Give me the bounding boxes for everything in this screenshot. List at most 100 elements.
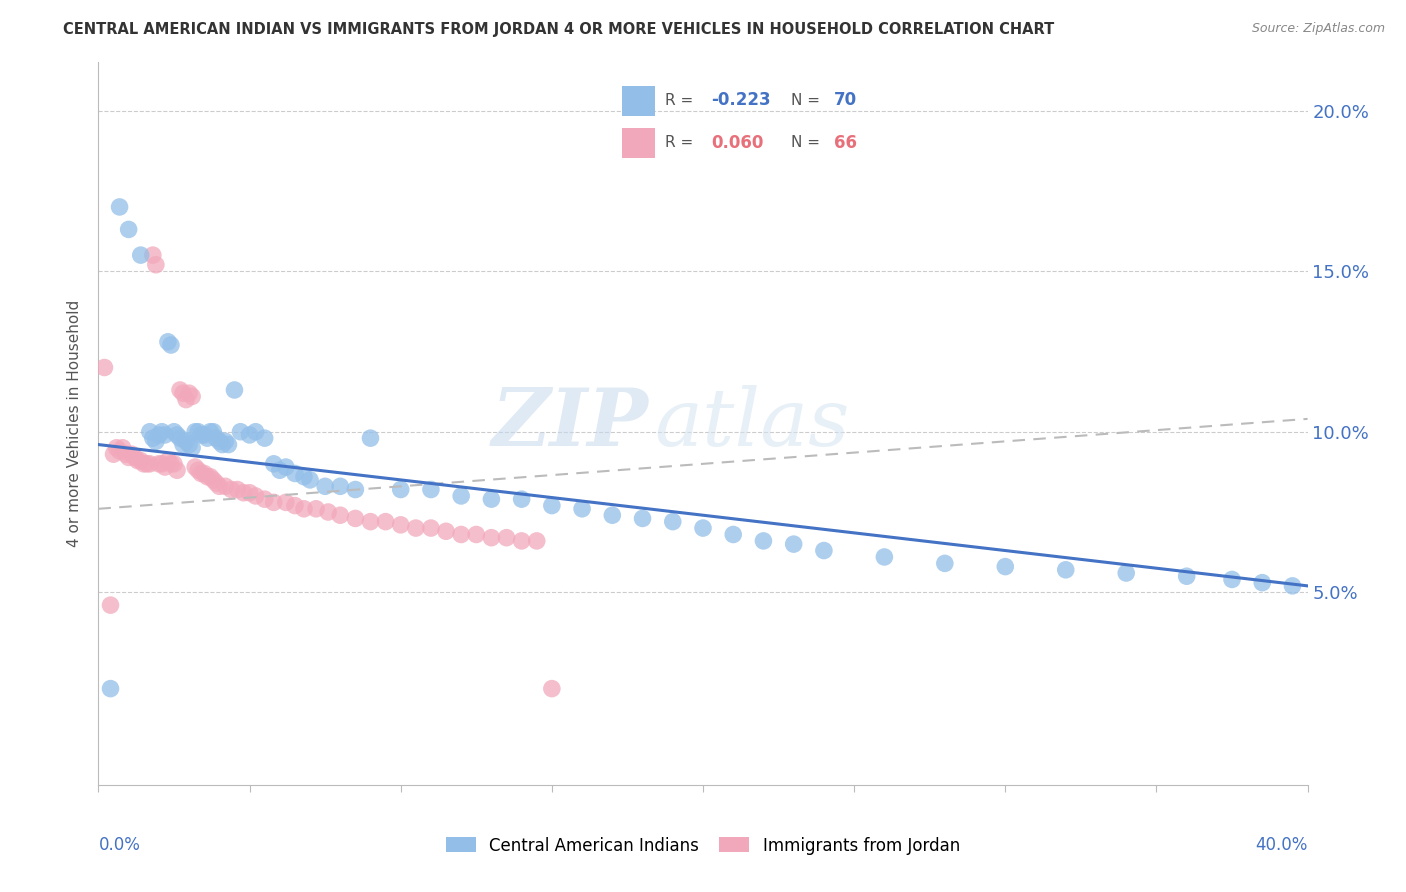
Point: [245, 489, 267, 503]
Point: [93, 360, 115, 375]
Point: [217, 437, 239, 451]
Point: [813, 543, 835, 558]
Point: [253, 492, 276, 507]
Point: [145, 258, 167, 272]
Point: [150, 457, 173, 471]
Point: [139, 457, 162, 471]
Point: [150, 425, 173, 439]
Point: [316, 505, 339, 519]
Text: atlas: atlas: [655, 385, 851, 462]
Point: [202, 425, 225, 439]
Point: [229, 425, 252, 439]
Point: [1220, 573, 1243, 587]
Point: [179, 437, 201, 451]
Point: [132, 457, 155, 471]
Point: [314, 479, 336, 493]
Point: [253, 431, 276, 445]
Point: [208, 479, 231, 493]
Point: [100, 681, 122, 696]
Point: [239, 485, 262, 500]
Point: [114, 447, 136, 461]
Point: [450, 527, 472, 541]
Point: [172, 386, 194, 401]
Point: [934, 557, 956, 571]
Point: [1175, 569, 1198, 583]
Point: [156, 334, 179, 349]
Point: [166, 463, 188, 477]
Point: [226, 483, 249, 497]
Point: [723, 527, 745, 541]
Point: [193, 428, 215, 442]
Point: [214, 434, 236, 449]
Point: [172, 437, 194, 451]
Point: [389, 517, 412, 532]
Point: [190, 428, 212, 442]
Point: [200, 469, 222, 483]
Point: [1115, 566, 1137, 580]
Point: [105, 441, 128, 455]
Point: [124, 450, 146, 465]
Point: [481, 531, 503, 545]
Point: [139, 425, 162, 439]
Point: [299, 473, 322, 487]
Text: 40.0%: 40.0%: [1256, 836, 1308, 854]
Point: [420, 521, 443, 535]
Point: [994, 559, 1017, 574]
Point: [873, 549, 896, 564]
Point: [284, 467, 307, 481]
Point: [135, 457, 157, 471]
Point: [263, 495, 285, 509]
Point: [661, 515, 683, 529]
Point: [465, 527, 488, 541]
Point: [389, 483, 412, 497]
Point: [179, 386, 201, 401]
Point: [274, 495, 297, 509]
Point: [1281, 579, 1303, 593]
Text: 0.0%: 0.0%: [98, 836, 141, 854]
Point: [108, 200, 131, 214]
Point: [160, 457, 183, 471]
Point: [245, 425, 267, 439]
Point: [1251, 575, 1274, 590]
Point: [602, 508, 624, 523]
Point: [205, 476, 228, 491]
Legend: Central American Indians, Immigrants from Jordan: Central American Indians, Immigrants fro…: [446, 837, 960, 855]
Point: [263, 457, 285, 471]
Point: [205, 431, 228, 445]
Point: [100, 598, 122, 612]
Point: [148, 428, 170, 442]
Point: [108, 444, 131, 458]
Point: [1054, 563, 1077, 577]
Point: [200, 425, 222, 439]
Point: [193, 467, 215, 481]
Point: [631, 511, 654, 525]
Point: [510, 533, 533, 548]
Point: [211, 437, 233, 451]
Point: [481, 492, 503, 507]
Point: [434, 524, 457, 539]
Text: CENTRAL AMERICAN INDIAN VS IMMIGRANTS FROM JORDAN 4 OR MORE VEHICLES IN HOUSEHOL: CENTRAL AMERICAN INDIAN VS IMMIGRANTS FR…: [63, 22, 1054, 37]
Point: [239, 428, 262, 442]
Point: [181, 389, 204, 403]
Point: [129, 453, 152, 467]
Point: [166, 428, 188, 442]
Point: [148, 457, 170, 471]
Point: [344, 483, 367, 497]
Point: [187, 463, 209, 477]
Point: [127, 453, 149, 467]
Point: [163, 457, 186, 471]
Point: [208, 434, 231, 449]
Point: [145, 434, 167, 449]
Point: [153, 460, 176, 475]
Point: [169, 383, 191, 397]
Point: [142, 248, 165, 262]
Point: [184, 460, 207, 475]
Point: [510, 492, 533, 507]
Point: [571, 501, 593, 516]
Point: [129, 248, 152, 262]
Point: [181, 441, 204, 455]
Point: [329, 508, 352, 523]
Point: [169, 431, 191, 445]
Point: [142, 431, 165, 445]
Point: [783, 537, 806, 551]
